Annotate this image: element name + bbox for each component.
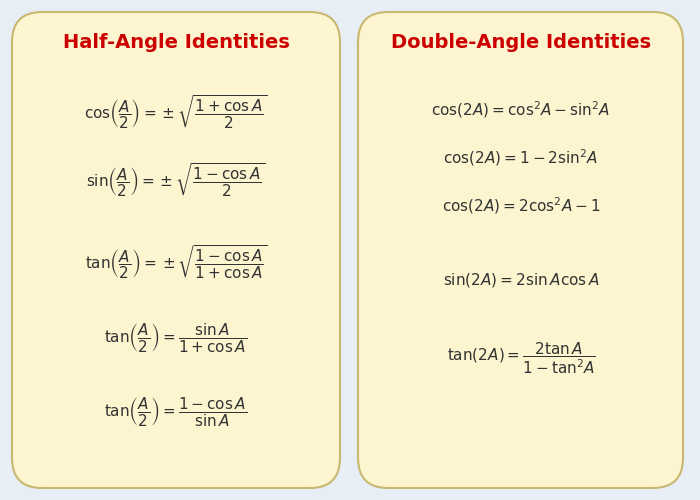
Text: $\cos\!\left(\dfrac{A}{2}\right)=\pm\sqrt{\dfrac{1+\cos A}{2}}$: $\cos\!\left(\dfrac{A}{2}\right)=\pm\sqr… bbox=[84, 93, 267, 131]
Text: Double-Angle Identities: Double-Angle Identities bbox=[391, 32, 651, 52]
Text: $\cos(2A)=\cos^2\!A-\sin^2\!A$: $\cos(2A)=\cos^2\!A-\sin^2\!A$ bbox=[431, 100, 610, 120]
Text: $\tan(2A)=\dfrac{2\tan A}{1-\tan^2\!A}$: $\tan(2A)=\dfrac{2\tan A}{1-\tan^2\!A}$ bbox=[447, 340, 596, 376]
FancyBboxPatch shape bbox=[12, 12, 340, 488]
Text: $\tan\!\left(\dfrac{A}{2}\right)=\dfrac{\sin A}{1+\cos A}$: $\tan\!\left(\dfrac{A}{2}\right)=\dfrac{… bbox=[104, 322, 248, 354]
Text: $\cos(2A)=2\cos^2\!A-1$: $\cos(2A)=2\cos^2\!A-1$ bbox=[442, 196, 601, 216]
Text: $\tan\!\left(\dfrac{A}{2}\right)=\pm\sqrt{\dfrac{1-\cos A}{1+\cos A}}$: $\tan\!\left(\dfrac{A}{2}\right)=\pm\sqr… bbox=[85, 243, 267, 281]
Text: Half-Angle Identities: Half-Angle Identities bbox=[62, 32, 289, 52]
Text: $\sin(2A)=2\sin A\cos A$: $\sin(2A)=2\sin A\cos A$ bbox=[442, 271, 599, 289]
Text: $\cos(2A)=1-2\sin^2\!A$: $\cos(2A)=1-2\sin^2\!A$ bbox=[443, 148, 598, 169]
Text: $\tan\!\left(\dfrac{A}{2}\right)=\dfrac{1-\cos A}{\sin A}$: $\tan\!\left(\dfrac{A}{2}\right)=\dfrac{… bbox=[104, 396, 248, 428]
FancyBboxPatch shape bbox=[358, 12, 683, 488]
Text: $\sin\!\left(\dfrac{A}{2}\right)=\pm\sqrt{\dfrac{1-\cos A}{2}}$: $\sin\!\left(\dfrac{A}{2}\right)=\pm\sqr… bbox=[86, 161, 266, 199]
